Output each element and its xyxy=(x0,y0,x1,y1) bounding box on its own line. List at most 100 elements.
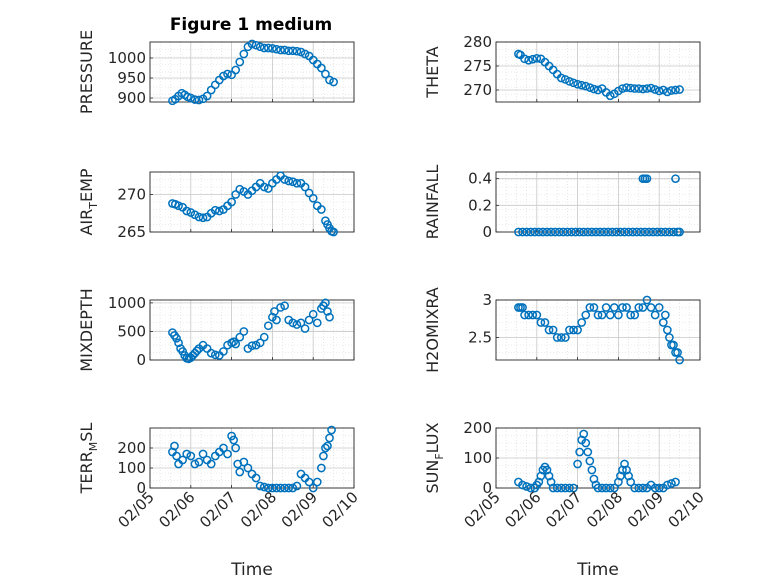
data-point xyxy=(593,483,603,493)
data-point xyxy=(667,86,676,95)
data-point xyxy=(569,483,578,493)
data-point xyxy=(638,303,648,312)
data-point xyxy=(518,227,527,237)
data-point xyxy=(667,479,676,488)
data-point xyxy=(259,43,269,53)
data-point xyxy=(675,355,684,365)
y-tick-label: 0.4 xyxy=(468,170,492,188)
subplot-1: 900 950 1000 PRESSURE xyxy=(77,30,355,114)
y-tick-label: 280 xyxy=(463,33,492,51)
data-point xyxy=(292,178,302,188)
data-point xyxy=(626,310,635,320)
data-point xyxy=(573,325,582,335)
data-point xyxy=(603,227,613,237)
y-tick-label: 0 xyxy=(482,479,492,497)
y-tick-label: 1000 xyxy=(108,49,146,67)
data-point xyxy=(321,443,330,453)
data-point xyxy=(280,483,289,493)
y-axis-label-main: THETA xyxy=(423,46,442,98)
y-tick-label: 0 xyxy=(482,223,492,241)
data-point xyxy=(642,84,652,93)
data-point xyxy=(206,459,216,469)
y-axis-label: RAINFALL xyxy=(423,165,442,240)
data-point xyxy=(247,39,257,49)
y-tick-label: 3 xyxy=(482,291,492,309)
data-point xyxy=(323,307,332,316)
data-point xyxy=(317,205,326,214)
data-point xyxy=(654,86,664,96)
data-point xyxy=(587,465,597,475)
data-point xyxy=(284,176,294,186)
data-point xyxy=(259,332,269,342)
y-axis-label: SUNFLUX xyxy=(423,422,446,493)
data-point xyxy=(522,482,531,491)
data-point xyxy=(288,318,298,328)
data-point xyxy=(577,318,587,327)
data-point xyxy=(650,310,660,320)
data-point xyxy=(589,84,599,94)
data-point xyxy=(296,47,306,57)
y-tick-label: 200 xyxy=(463,419,492,437)
data-point xyxy=(622,303,631,312)
data-point xyxy=(634,483,644,493)
data-point xyxy=(552,483,562,493)
data-point xyxy=(587,227,597,237)
data-point xyxy=(614,310,623,320)
y-tick-label: 900 xyxy=(117,89,146,107)
data-point xyxy=(626,83,635,93)
data-point xyxy=(231,190,241,199)
data-point xyxy=(518,303,527,312)
data-point xyxy=(288,483,298,493)
data-point xyxy=(646,83,656,93)
data-point xyxy=(192,346,202,356)
y-axis-label-subscript: F xyxy=(433,453,446,459)
y-axis-label-main: TERR xyxy=(77,451,96,494)
y-axis-label-end: LUX xyxy=(423,422,442,453)
data-point xyxy=(665,333,674,342)
data-point xyxy=(544,325,554,335)
data-point xyxy=(630,84,640,93)
data-point xyxy=(223,69,232,79)
data-point xyxy=(272,483,281,493)
data-point xyxy=(174,338,183,348)
data-point xyxy=(654,303,664,312)
y-axis-label: PRESSURE xyxy=(77,30,96,114)
data-point xyxy=(292,320,302,329)
data-point xyxy=(663,325,672,335)
data-point xyxy=(548,325,558,335)
data-point xyxy=(524,310,533,320)
data-point xyxy=(571,227,580,237)
data-point xyxy=(656,227,666,237)
data-point xyxy=(272,315,281,325)
data-point xyxy=(618,84,627,93)
data-point xyxy=(669,227,678,237)
data-point xyxy=(546,227,556,237)
axes-box xyxy=(149,299,355,361)
y-axis-label: H2OMIXRA xyxy=(423,287,442,373)
data-point xyxy=(280,175,289,184)
data-point xyxy=(671,477,680,487)
data-point xyxy=(514,227,523,237)
data-point xyxy=(605,91,615,101)
y-axis-label-subscript: M xyxy=(87,442,100,452)
data-point xyxy=(536,318,546,327)
data-point xyxy=(575,227,584,237)
y-axis-label: TERRMSL xyxy=(77,423,100,495)
data-point xyxy=(296,318,306,328)
y-tick-label: 950 xyxy=(117,69,146,87)
y-tick-label: 2.5 xyxy=(468,329,492,347)
data-point xyxy=(650,85,660,94)
data-point xyxy=(312,318,322,328)
y-tick-label: 270 xyxy=(463,81,492,99)
data-point xyxy=(210,350,220,360)
data-point xyxy=(323,441,332,451)
x-axis-label: Time xyxy=(576,560,619,580)
data-point xyxy=(567,227,576,237)
y-tick-label: 275 xyxy=(463,57,492,75)
data-point xyxy=(172,333,181,343)
y-tick-label: 265 xyxy=(117,223,146,241)
data-point xyxy=(174,201,183,211)
axes-box xyxy=(149,171,355,233)
data-point xyxy=(540,318,550,327)
